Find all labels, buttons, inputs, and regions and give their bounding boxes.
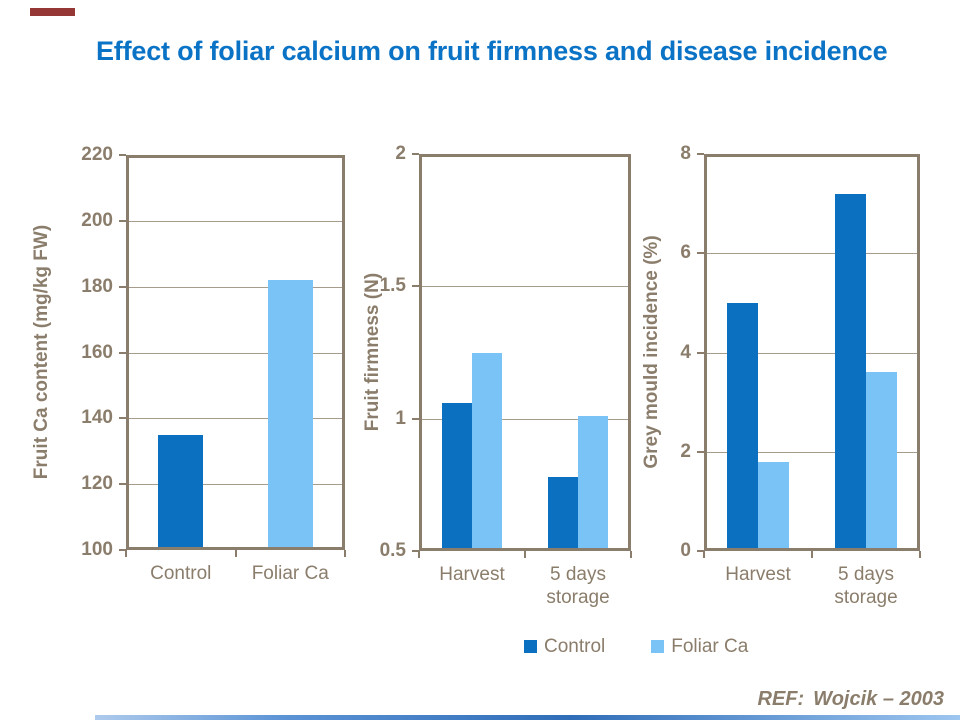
- y-axis-tick: [697, 153, 704, 155]
- x-category-label-foliar-ca: Foliar Ca: [251, 563, 329, 584]
- y-axis-tick: [119, 483, 126, 486]
- legend-label-control: Control: [544, 636, 606, 657]
- bar-foliar-ca-harvest: [758, 461, 789, 548]
- y-axis-tick: [412, 417, 419, 420]
- y-axis-tick: [119, 549, 126, 551]
- legend-label-foliar-ca: Foliar Ca: [671, 636, 749, 657]
- bar-foliar-ca: [267, 280, 313, 547]
- bar-control-5-days-storage: [835, 193, 866, 548]
- gridline: [707, 253, 917, 255]
- bar-foliar-ca-5-days-storage: [866, 372, 897, 548]
- y-tick-label: 2: [395, 143, 406, 164]
- y-axis-tick: [412, 153, 419, 155]
- top-left-accent-bar: [30, 8, 75, 16]
- x-category-label-harvest: Harvest: [725, 564, 791, 585]
- plot-area: [419, 154, 631, 551]
- y-axis-tick: [119, 417, 126, 420]
- y-tick-label: 0: [680, 540, 691, 561]
- bar-foliar-ca-5-days-storage: [578, 416, 608, 548]
- reference-text: REF: Wojcik – 2003: [758, 688, 945, 711]
- reference-label: REF:: [757, 688, 805, 710]
- y-axis-tick: [119, 154, 126, 156]
- gridline: [129, 220, 342, 222]
- y-axis-tick: [697, 550, 704, 552]
- y-tick-label: 200: [81, 209, 113, 231]
- x-axis-tick: [703, 551, 705, 558]
- x-category-label-5-days-storage: 5 days storage: [546, 564, 610, 608]
- gridline: [129, 352, 342, 354]
- y-axis-tick: [697, 351, 704, 354]
- bar-control-harvest: [442, 402, 472, 548]
- chart-legend: Control Foliar Ca: [524, 637, 748, 656]
- bar-control: [158, 434, 204, 547]
- x-axis-tick: [919, 551, 921, 558]
- gridline: [129, 484, 342, 486]
- y-tick-label: 1.5: [379, 275, 406, 297]
- x-category-label-harvest: Harvest: [439, 564, 505, 585]
- y-axis-tick: [119, 219, 126, 222]
- y-tick-label: 6: [680, 242, 691, 264]
- bar-foliar-ca-harvest: [472, 352, 502, 548]
- y-axis-tick: [412, 285, 419, 288]
- x-axis-tick: [524, 551, 526, 558]
- gridline: [422, 418, 628, 420]
- x-axis-tick: [630, 551, 632, 558]
- gridline: [129, 286, 342, 288]
- x-axis-tick: [234, 550, 237, 557]
- y-axis-tick: [119, 351, 126, 354]
- y-axis-tick: [119, 285, 126, 288]
- y-tick-label: 180: [81, 275, 113, 297]
- reference-value: Wojcik – 2003: [813, 688, 944, 710]
- x-category-label-control: Control: [150, 563, 212, 584]
- x-axis-tick: [811, 551, 813, 558]
- y-tick-label: 120: [81, 473, 113, 495]
- y-tick-label: 220: [81, 144, 113, 165]
- x-axis-tick: [125, 550, 127, 557]
- y-axis-tick: [697, 252, 704, 255]
- y-tick-label: 8: [680, 143, 691, 164]
- legend-swatch-foliar-ca: [651, 640, 665, 653]
- y-tick-label: 4: [680, 341, 691, 363]
- plot-area: [126, 155, 345, 550]
- gridline: [707, 352, 917, 354]
- y-tick-label: 160: [81, 341, 113, 363]
- bottom-accent-strip: [95, 715, 960, 720]
- gridline: [129, 418, 342, 420]
- x-axis-tick: [418, 551, 420, 558]
- y-tick-label: 140: [81, 407, 113, 429]
- bar-control-harvest: [727, 302, 758, 548]
- legend-swatch-control: [524, 640, 537, 653]
- x-axis-tick: [344, 550, 346, 557]
- y-tick-label: 2: [680, 440, 691, 462]
- gridline: [707, 451, 917, 453]
- y-tick-label: 1: [395, 407, 406, 429]
- x-category-label-5-days-storage: 5 days storage: [834, 564, 898, 608]
- bar-control-5-days-storage: [548, 476, 578, 548]
- slide-title: Effect of foliar calcium on fruit firmne…: [96, 36, 888, 66]
- gridline: [422, 286, 628, 288]
- y-tick-label: 0.5: [379, 540, 406, 561]
- y-tick-label: 100: [81, 539, 113, 560]
- legend-item-control: Control: [524, 637, 605, 656]
- legend-item-foliar-ca: Foliar Ca: [651, 637, 748, 656]
- y-axis-tick: [697, 450, 704, 453]
- y-axis-tick: [412, 550, 419, 552]
- plot-area: [704, 154, 920, 551]
